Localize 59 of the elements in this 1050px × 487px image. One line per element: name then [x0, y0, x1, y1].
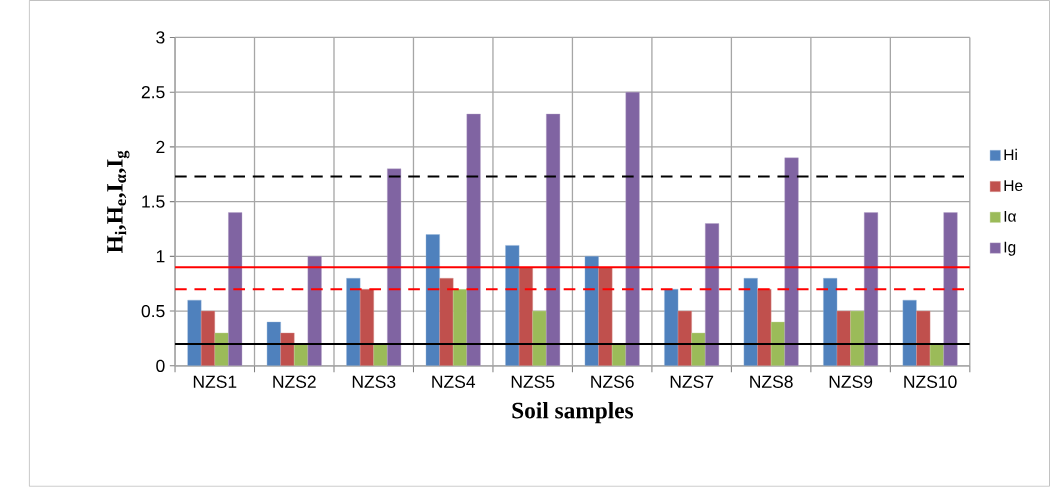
bar [902, 300, 917, 366]
bar [823, 278, 838, 366]
bar [307, 256, 322, 366]
y-tick-label: 0.5 [141, 304, 165, 318]
y-tick-label: 3 [156, 31, 165, 44]
bar [916, 310, 931, 366]
y-tick-label: 1 [156, 250, 165, 263]
bar [532, 310, 547, 366]
y-tick-label: 0 [156, 359, 165, 373]
bar [466, 113, 481, 366]
bar [943, 212, 958, 366]
x-tick-label: NZS1 [193, 375, 237, 389]
bar [425, 234, 440, 366]
bar [864, 212, 879, 366]
bar [439, 278, 454, 366]
x-tick-label: NZS8 [750, 375, 793, 389]
x-tick-label: NZS2 [273, 375, 316, 389]
x-tick-label: NZS10 [904, 375, 957, 389]
x-axis-title: Soil samples [512, 402, 634, 424]
bar [546, 113, 561, 366]
y-tick-label: 2.5 [141, 86, 165, 99]
bar [505, 245, 520, 366]
bar [228, 212, 243, 366]
bar [598, 267, 613, 366]
bar [757, 289, 772, 366]
x-tick-label: NZS7 [670, 375, 714, 389]
bar [280, 332, 295, 366]
bar [373, 343, 388, 366]
bar [346, 278, 361, 366]
x-tick-label: NZS5 [511, 375, 555, 389]
y-tick-label: 1.5 [142, 195, 165, 208]
bar [743, 278, 758, 366]
x-tick-label: NZS3 [352, 375, 396, 389]
y-axis-title: H$_{i}$,H$_{e}$,I$_{α}$,I$_{g}$ [107, 150, 130, 254]
bar [200, 310, 215, 366]
x-tick-label: NZS6 [591, 375, 634, 389]
bar [625, 92, 640, 366]
bar [266, 321, 281, 366]
bar [664, 289, 679, 366]
x-tick-label: NZS4 [432, 375, 476, 389]
x-tick-label: NZS9 [829, 375, 873, 389]
bar [770, 321, 785, 366]
bar [691, 332, 706, 366]
bar [784, 157, 799, 366]
bar [677, 310, 692, 366]
bar [850, 310, 865, 366]
bar [359, 289, 374, 366]
bar [387, 168, 402, 366]
bar [187, 300, 202, 366]
bar [518, 267, 533, 366]
legend-label: Iα [1004, 211, 1017, 222]
y-tick-label: 2 [156, 140, 165, 154]
legend-label: Hi [1004, 148, 1017, 161]
legend-label: Ig [1004, 241, 1016, 256]
bar [836, 310, 851, 366]
bar [929, 343, 944, 366]
legend-label: He [1004, 180, 1023, 192]
bar [705, 223, 720, 366]
bar [584, 256, 599, 366]
